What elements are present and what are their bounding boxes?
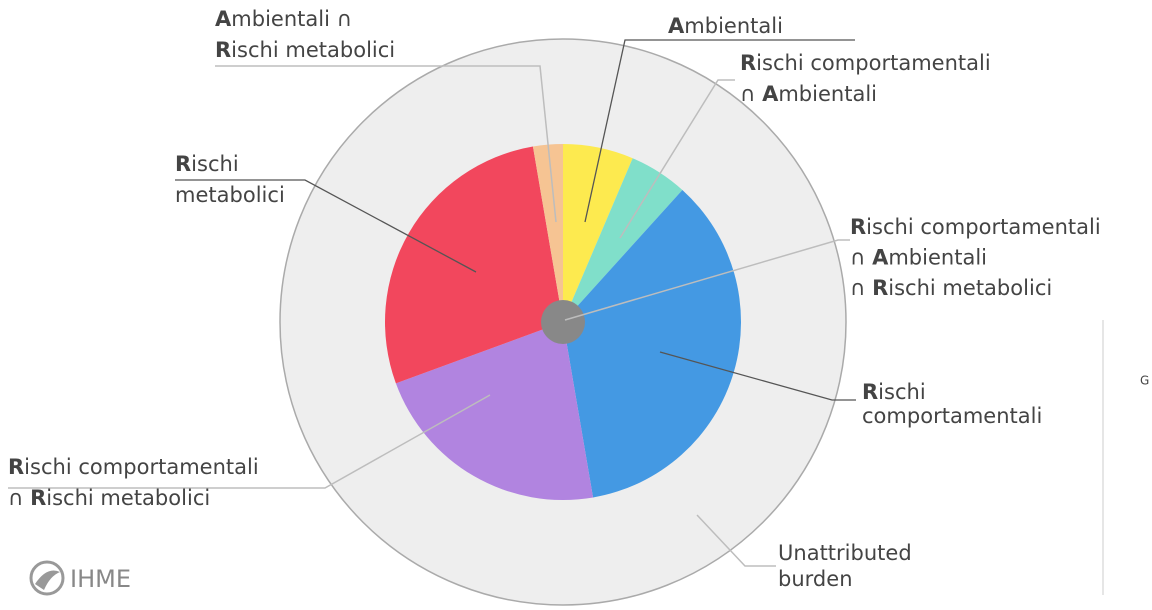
leader-line	[659, 351, 856, 401]
slice-label: Rischi	[862, 380, 926, 404]
labels: Ambientali Rischi comportamentali ∩ Ambien…	[8, 7, 1101, 591]
pie-slice	[563, 144, 633, 322]
leader-line	[696, 514, 776, 567]
slice-label: Rischi comportamentali	[740, 51, 991, 75]
pie-slice	[563, 189, 741, 498]
leader-line	[584, 39, 855, 223]
slice-label: Rischi comportamentali	[8, 455, 259, 479]
slice-label: Ambientali	[668, 14, 783, 38]
slice-label: Unattributed	[778, 541, 912, 565]
slice-label: burden	[778, 567, 853, 591]
leader-line	[175, 179, 477, 273]
slice-label: Rischi comportamentali	[850, 215, 1101, 239]
pie-slice	[395, 322, 594, 500]
logo-text: IHME	[70, 565, 131, 593]
slice-label: ∩ Ambientali	[850, 246, 987, 270]
logo-icon	[29, 560, 65, 596]
slice-label: Rischi	[175, 152, 239, 176]
side-text: G	[1140, 374, 1149, 388]
slice-label: Ambientali ∩	[215, 7, 352, 31]
leader-line	[215, 65, 557, 223]
leader-line	[619, 79, 735, 239]
pie-slice	[385, 146, 563, 384]
logo: IHME	[29, 560, 131, 596]
slice-label: comportamentali	[862, 404, 1042, 428]
leader-line	[564, 239, 850, 321]
logo-leaf	[35, 570, 60, 590]
pie-slice	[532, 144, 563, 322]
slice-label: metabolici	[175, 183, 285, 207]
slice-label: ∩ Rischi metabolici	[850, 276, 1052, 300]
slice-label: ∩ Rischi metabolici	[8, 486, 210, 510]
center-intersection	[541, 300, 585, 344]
leaders	[8, 39, 856, 567]
slice-label: Rischi metabolici	[215, 38, 395, 62]
leader-line	[8, 394, 491, 489]
pie	[385, 144, 741, 500]
pie-slice	[563, 158, 683, 322]
slice-label: ∩ Ambientali	[740, 82, 877, 106]
